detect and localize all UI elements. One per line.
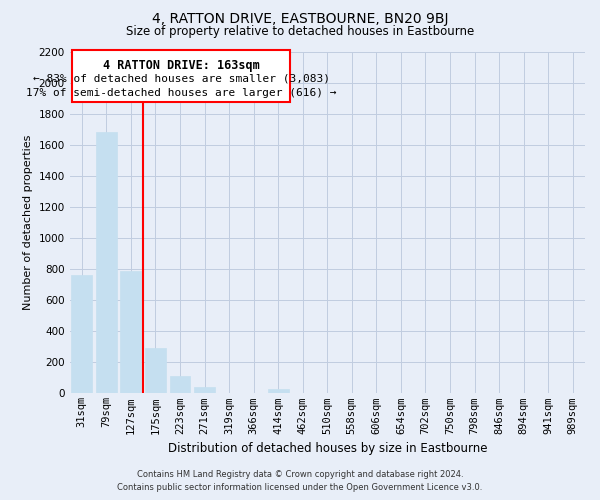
Text: 4 RATTON DRIVE: 163sqm: 4 RATTON DRIVE: 163sqm [103, 59, 260, 72]
Bar [121, 270, 142, 394]
Text: Size of property relative to detached houses in Eastbourne: Size of property relative to detached ho… [126, 25, 474, 38]
Bar [96, 132, 117, 394]
Text: Contains HM Land Registry data © Crown copyright and database right 2024.
Contai: Contains HM Land Registry data © Crown c… [118, 470, 482, 492]
Bar [194, 388, 215, 394]
Text: 17% of semi-detached houses are larger (616) →: 17% of semi-detached houses are larger (… [26, 88, 337, 99]
Text: ← 83% of detached houses are smaller (3,083): ← 83% of detached houses are smaller (3,… [32, 74, 329, 84]
X-axis label: Distribution of detached houses by size in Eastbourne: Distribution of detached houses by size … [167, 442, 487, 455]
Y-axis label: Number of detached properties: Number of detached properties [23, 135, 33, 310]
Bar [268, 389, 289, 394]
Bar [170, 376, 190, 394]
Text: 4, RATTON DRIVE, EASTBOURNE, BN20 9BJ: 4, RATTON DRIVE, EASTBOURNE, BN20 9BJ [152, 12, 448, 26]
Bar [145, 348, 166, 394]
FancyBboxPatch shape [72, 50, 290, 102]
Bar [71, 276, 92, 394]
